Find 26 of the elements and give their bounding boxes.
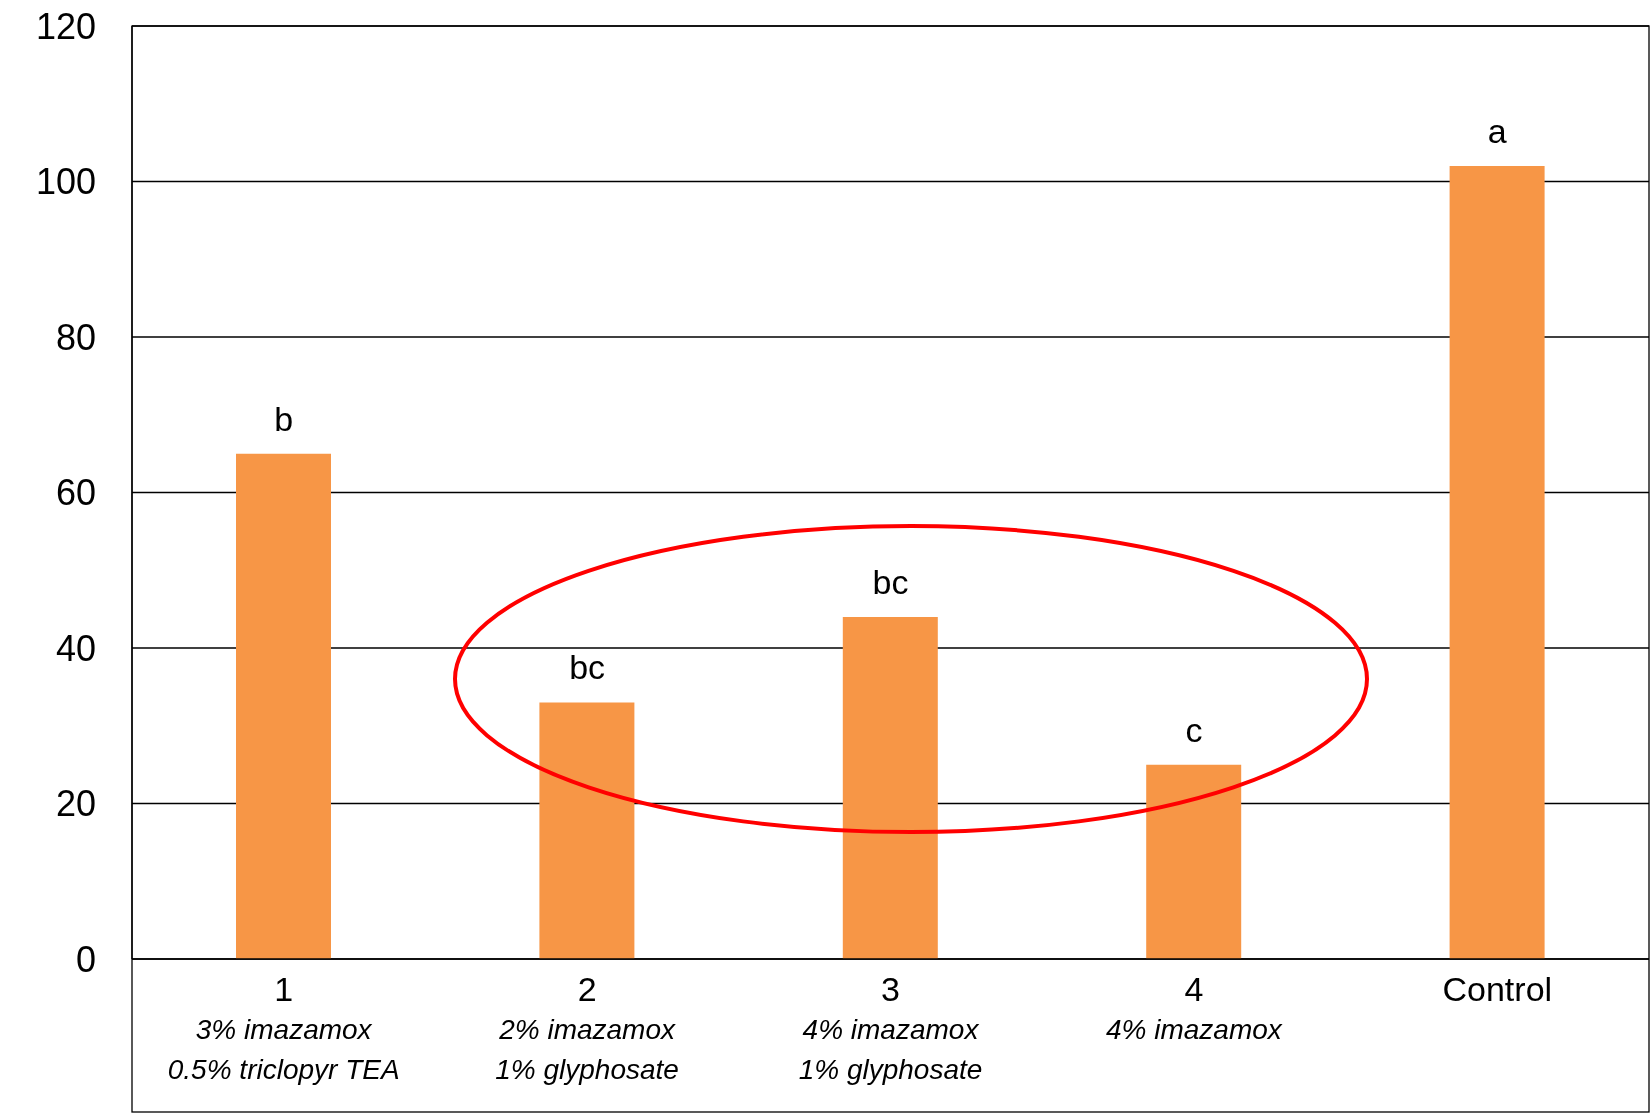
- bar: [1449, 165, 1545, 959]
- y-tick-label: 100: [35, 161, 96, 203]
- text: 4% imazamox: [1105, 1014, 1283, 1045]
- annotation: bc: [872, 562, 909, 601]
- x-tick-label: 2: [577, 970, 597, 1008]
- bar: [236, 453, 331, 959]
- y-tick-label: 20: [55, 783, 96, 825]
- bar: [842, 616, 938, 959]
- x-tick-label: 1: [274, 970, 294, 1008]
- x-tick-label: 3: [881, 970, 900, 1008]
- annotation: c: [1185, 710, 1203, 749]
- y-tick-label: 80: [55, 316, 96, 358]
- x-tick-label: 4: [1184, 970, 1204, 1008]
- bar: [1146, 764, 1242, 959]
- text: 3% imazamox 0.5% triclopyr TEA: [167, 1014, 400, 1085]
- x-tick-label: Control: [1442, 970, 1553, 1008]
- annotation: a: [1487, 111, 1507, 150]
- bar: [539, 702, 635, 959]
- y-tick-label: 0: [75, 938, 96, 980]
- text: 2% imazamox 1% glyphosate: [495, 1014, 679, 1085]
- y-tick-label: 40: [55, 627, 96, 669]
- y-tick-label: 60: [55, 472, 96, 514]
- y-tick-label: 120: [35, 5, 96, 47]
- annotation: bc: [569, 648, 606, 687]
- text: 4% imazamox 1% glyphosate: [798, 1014, 983, 1085]
- annotation: b: [274, 399, 294, 438]
